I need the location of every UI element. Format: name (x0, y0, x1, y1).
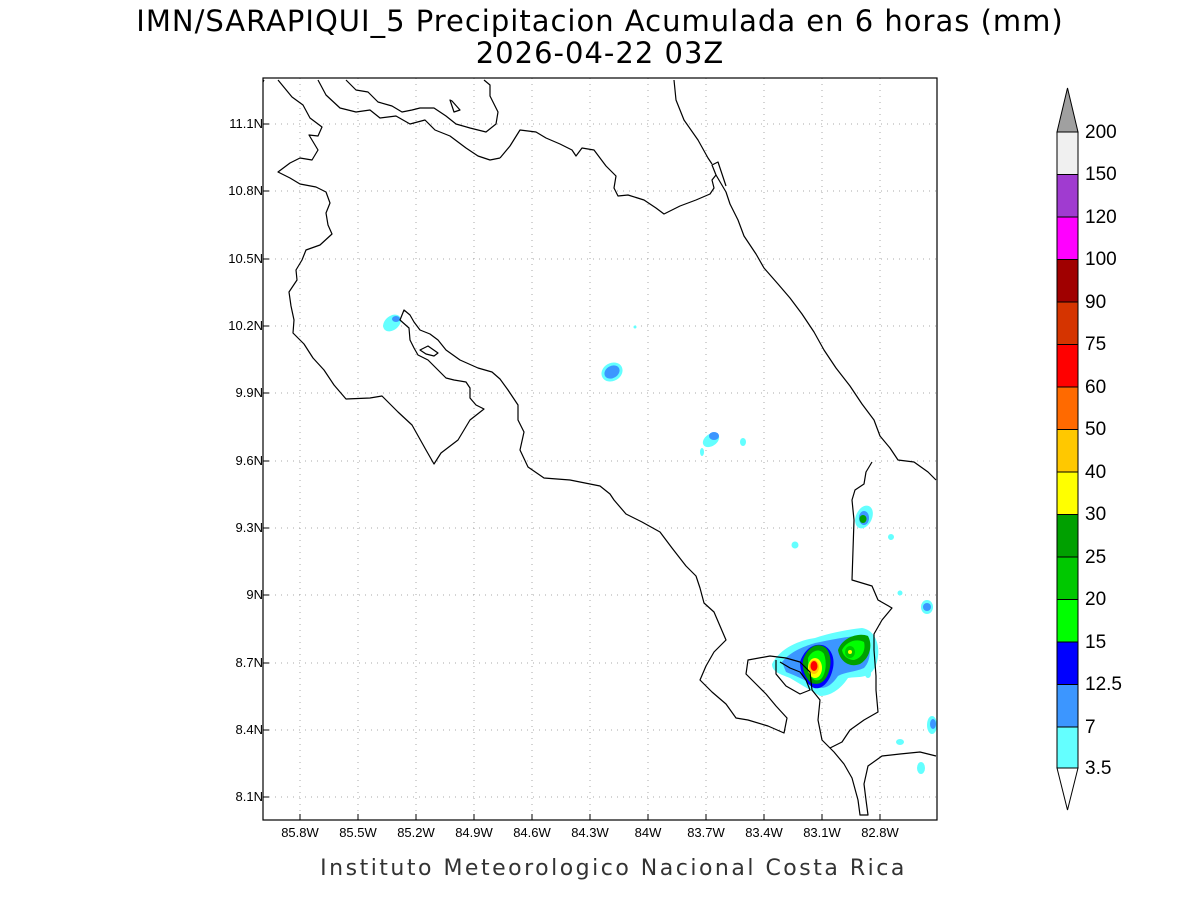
lon-label: 83.4W (745, 825, 783, 840)
rain-cell-bocas (791, 505, 937, 774)
colorbar-label: 40 (1085, 462, 1107, 483)
lon-label: 83.7W (687, 825, 725, 840)
lat-label: 10.2N (228, 318, 263, 333)
colorbar-swatch-150 (1056, 174, 1079, 218)
lat-label: 9N (246, 587, 263, 602)
lon-label: 84.6W (513, 825, 551, 840)
colorbar-swatch-90 (1056, 301, 1079, 345)
colorbar-swatch-120 (1056, 216, 1079, 260)
colorbar-label: 60 (1085, 377, 1107, 398)
colorbar (1056, 87, 1079, 811)
colorbar-label: 25 (1085, 547, 1107, 568)
footer-credit: Instituto Meteorologico Nacional Costa R… (320, 856, 907, 881)
lat-label: 10.8N (228, 183, 263, 198)
lon-label: 84W (634, 825, 662, 840)
colorbar-swatch-7 (1056, 726, 1079, 769)
colorbar-swatch-12.5 (1056, 684, 1079, 728)
lon-label: 85.5W (339, 825, 377, 840)
map-frame (262, 77, 938, 821)
rain-cell-central (601, 325, 637, 382)
lat-label: 11.1N (229, 116, 263, 131)
colorbar-label: 7 (1085, 717, 1096, 738)
lon-label: 82.8W (861, 825, 899, 840)
precipitation-shading (383, 314, 937, 774)
colorbar-label: 20 (1085, 589, 1107, 610)
colorbar-swatch-200 (1056, 131, 1079, 175)
colorbar-swatch-75 (1056, 344, 1079, 388)
lat-label: 9.9N (235, 385, 263, 400)
rain-cell-osa-south (772, 628, 879, 696)
colorbar-label: 150 (1085, 164, 1117, 185)
rain-cell-gulf-nicoya-north (383, 314, 401, 332)
rain-cell-caribbean-slope (700, 432, 746, 456)
lon-label: 85.8W (281, 825, 319, 840)
colorbar-label: 30 (1085, 504, 1107, 525)
colorbar-swatch-25 (1056, 556, 1079, 600)
colorbar-swatch-15 (1056, 641, 1079, 685)
colorbar-label: 120 (1085, 207, 1117, 228)
colorbar-label: 15 (1085, 632, 1107, 653)
lat-label: 8.7N (235, 655, 263, 670)
colorbar-swatch-50 (1056, 429, 1079, 473)
map-title: IMN/SARAPIQUI_5 Precipitacion Acumulada … (136, 4, 1064, 38)
colorbar-label: 90 (1085, 292, 1107, 313)
colorbar-swatch-40 (1056, 471, 1079, 515)
colorbar-bottom-arrow (1056, 767, 1079, 811)
colorbar-label: 200 (1085, 122, 1117, 143)
colorbar-swatch-100 (1056, 259, 1079, 303)
lat-label: 9.6N (235, 453, 263, 468)
lon-label: 84.3W (571, 825, 609, 840)
colorbar-label: 50 (1085, 419, 1107, 440)
colorbar-label: 12.5 (1085, 674, 1122, 695)
axis-ticks (263, 123, 881, 820)
lon-label: 84.9W (455, 825, 493, 840)
colorbar-swatch-30 (1056, 514, 1079, 558)
lon-label: 85.2W (397, 825, 435, 840)
colorbar-swatch-20 (1056, 599, 1079, 643)
map-datetime: 2026-04-22 03Z (475, 36, 725, 70)
colorbar-label: 100 (1085, 249, 1117, 270)
map-grid (263, 78, 937, 820)
lat-label: 10.5N (228, 251, 263, 266)
colorbar-label: 75 (1085, 334, 1107, 355)
lat-label: 8.4N (235, 722, 263, 737)
lat-label: 9.3N (235, 520, 263, 535)
coastlines (262, 79, 937, 816)
lon-label: 83.1W (803, 825, 841, 840)
colorbar-swatch-60 (1056, 386, 1079, 430)
lat-label: 8.1N (235, 789, 263, 804)
colorbar-top-arrow (1056, 87, 1079, 133)
colorbar-label: 3.5 (1085, 758, 1112, 779)
